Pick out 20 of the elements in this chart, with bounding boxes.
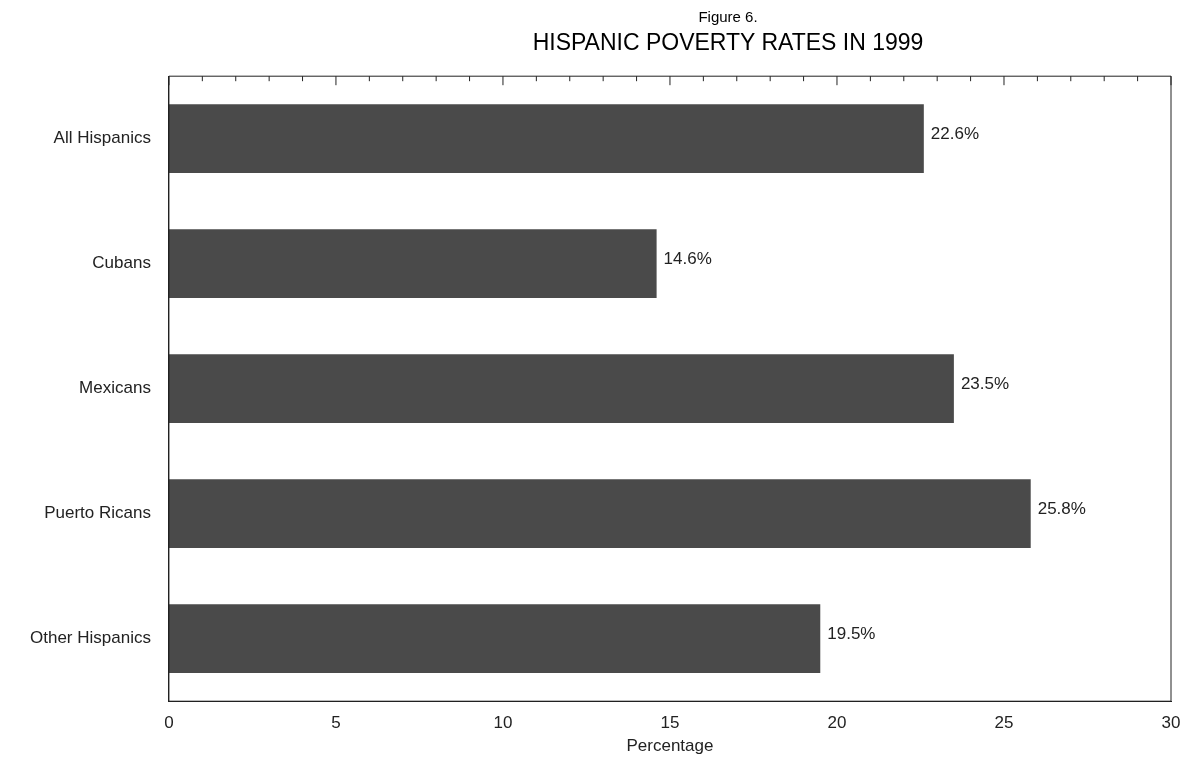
- y-tick-label: Mexicans: [79, 378, 151, 398]
- y-tick-label: Other Hispanics: [30, 628, 151, 648]
- chart-title: HISPANIC POVERTY RATES IN 1999: [531, 29, 925, 56]
- x-tick-label: 5: [331, 713, 341, 733]
- x-tick-label: 15: [660, 713, 680, 733]
- x-tick-label: 30: [1161, 713, 1181, 733]
- y-tick-label: All Hispanics: [53, 128, 151, 148]
- data-label: 22.6%: [930, 124, 980, 144]
- x-tick-label: 10: [493, 713, 513, 733]
- data-label: 19.5%: [827, 624, 876, 644]
- x-tick-label: 25: [994, 713, 1014, 733]
- y-tick-label: Puerto Ricans: [44, 503, 151, 523]
- chart-subtitle: Figure 6.: [697, 8, 759, 25]
- x-axis-title: Percentage: [626, 736, 714, 756]
- data-label: 23.5%: [960, 374, 1010, 394]
- x-tick-label: 20: [827, 713, 847, 733]
- data-label: 25.8%: [1037, 499, 1086, 519]
- data-label: 14.6%: [663, 249, 712, 269]
- y-tick-label: Cubans: [92, 253, 151, 273]
- x-tick-label: 0: [164, 713, 174, 733]
